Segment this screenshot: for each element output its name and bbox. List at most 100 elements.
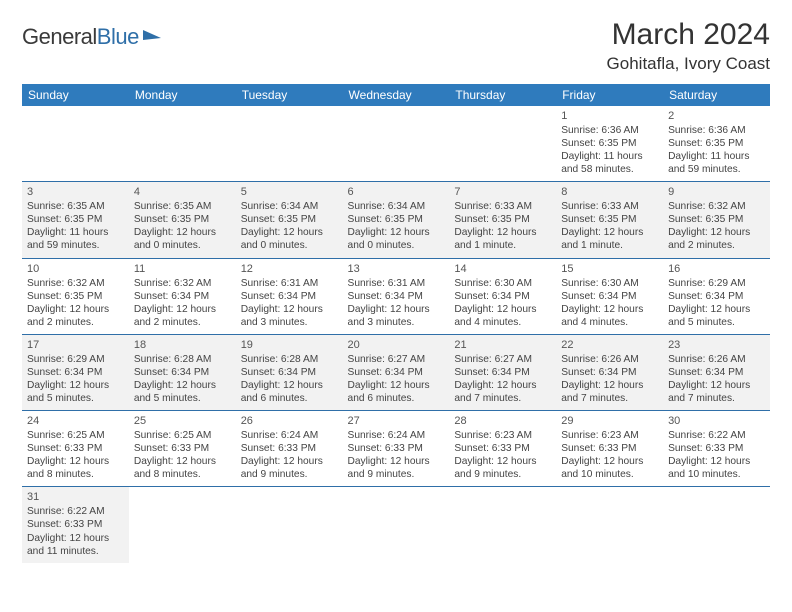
logo: GeneralBlue: [22, 18, 161, 50]
sunrise-line: Sunrise: 6:22 AM: [668, 429, 765, 442]
calendar-cell: 21Sunrise: 6:27 AMSunset: 6:34 PMDayligh…: [449, 334, 556, 410]
daylight-line: Daylight: 11 hours and 59 minutes.: [668, 150, 765, 176]
calendar-cell: [449, 487, 556, 563]
sunrise-line: Sunrise: 6:32 AM: [27, 277, 124, 290]
calendar-cell: 3Sunrise: 6:35 AMSunset: 6:35 PMDaylight…: [22, 182, 129, 258]
daylight-line: Daylight: 12 hours and 0 minutes.: [348, 226, 445, 252]
location: Gohitafla, Ivory Coast: [607, 54, 770, 74]
sunrise-line: Sunrise: 6:32 AM: [134, 277, 231, 290]
sunrise-line: Sunrise: 6:28 AM: [241, 353, 338, 366]
logo-part2: Blue: [97, 24, 139, 49]
sunset-line: Sunset: 6:35 PM: [134, 213, 231, 226]
calendar-cell: 2Sunrise: 6:36 AMSunset: 6:35 PMDaylight…: [663, 106, 770, 182]
day-header: Tuesday: [236, 84, 343, 106]
calendar-cell: 26Sunrise: 6:24 AMSunset: 6:33 PMDayligh…: [236, 411, 343, 487]
day-header: Wednesday: [343, 84, 450, 106]
calendar-cell: 23Sunrise: 6:26 AMSunset: 6:34 PMDayligh…: [663, 334, 770, 410]
sunset-line: Sunset: 6:35 PM: [27, 290, 124, 303]
sunset-line: Sunset: 6:33 PM: [27, 442, 124, 455]
calendar-cell: [129, 106, 236, 182]
sunset-line: Sunset: 6:33 PM: [561, 442, 658, 455]
calendar-week: 24Sunrise: 6:25 AMSunset: 6:33 PMDayligh…: [22, 411, 770, 487]
daylight-line: Daylight: 12 hours and 5 minutes.: [27, 379, 124, 405]
calendar-cell: [449, 106, 556, 182]
sunrise-line: Sunrise: 6:28 AM: [134, 353, 231, 366]
calendar-cell: 30Sunrise: 6:22 AMSunset: 6:33 PMDayligh…: [663, 411, 770, 487]
sunset-line: Sunset: 6:35 PM: [27, 213, 124, 226]
daylight-line: Daylight: 12 hours and 0 minutes.: [134, 226, 231, 252]
sunrise-line: Sunrise: 6:35 AM: [134, 200, 231, 213]
sunrise-line: Sunrise: 6:26 AM: [668, 353, 765, 366]
daylight-line: Daylight: 11 hours and 58 minutes.: [561, 150, 658, 176]
sunrise-line: Sunrise: 6:26 AM: [561, 353, 658, 366]
sunrise-line: Sunrise: 6:25 AM: [27, 429, 124, 442]
day-number: 31: [27, 490, 124, 504]
sunset-line: Sunset: 6:35 PM: [348, 213, 445, 226]
calendar-cell: 13Sunrise: 6:31 AMSunset: 6:34 PMDayligh…: [343, 258, 450, 334]
day-number: 23: [668, 338, 765, 352]
calendar-cell: 19Sunrise: 6:28 AMSunset: 6:34 PMDayligh…: [236, 334, 343, 410]
day-number: 6: [348, 185, 445, 199]
day-number: 26: [241, 414, 338, 428]
day-number: 3: [27, 185, 124, 199]
sunset-line: Sunset: 6:34 PM: [348, 290, 445, 303]
calendar-body: 1Sunrise: 6:36 AMSunset: 6:35 PMDaylight…: [22, 106, 770, 563]
calendar-week: 31Sunrise: 6:22 AMSunset: 6:33 PMDayligh…: [22, 487, 770, 563]
daylight-line: Daylight: 12 hours and 9 minutes.: [454, 455, 551, 481]
day-number: 18: [134, 338, 231, 352]
daylight-line: Daylight: 12 hours and 4 minutes.: [454, 303, 551, 329]
sunrise-line: Sunrise: 6:35 AM: [27, 200, 124, 213]
day-number: 12: [241, 262, 338, 276]
sunset-line: Sunset: 6:33 PM: [348, 442, 445, 455]
sunrise-line: Sunrise: 6:23 AM: [561, 429, 658, 442]
calendar-cell: 4Sunrise: 6:35 AMSunset: 6:35 PMDaylight…: [129, 182, 236, 258]
calendar-cell: [236, 487, 343, 563]
sunset-line: Sunset: 6:35 PM: [241, 213, 338, 226]
sunset-line: Sunset: 6:34 PM: [348, 366, 445, 379]
day-number: 20: [348, 338, 445, 352]
sunset-line: Sunset: 6:34 PM: [27, 366, 124, 379]
sunrise-line: Sunrise: 6:36 AM: [668, 124, 765, 137]
day-number: 27: [348, 414, 445, 428]
days-of-week-row: SundayMondayTuesdayWednesdayThursdayFrid…: [22, 84, 770, 106]
header: GeneralBlue March 2024 Gohitafla, Ivory …: [22, 18, 770, 74]
sunrise-line: Sunrise: 6:33 AM: [454, 200, 551, 213]
calendar-cell: 18Sunrise: 6:28 AMSunset: 6:34 PMDayligh…: [129, 334, 236, 410]
sunrise-line: Sunrise: 6:25 AM: [134, 429, 231, 442]
daylight-line: Daylight: 12 hours and 7 minutes.: [561, 379, 658, 405]
sunrise-line: Sunrise: 6:22 AM: [27, 505, 124, 518]
day-header: Saturday: [663, 84, 770, 106]
logo-part1: General: [22, 24, 97, 49]
calendar-cell: [343, 487, 450, 563]
daylight-line: Daylight: 12 hours and 2 minutes.: [668, 226, 765, 252]
sunset-line: Sunset: 6:33 PM: [134, 442, 231, 455]
day-number: 14: [454, 262, 551, 276]
day-number: 11: [134, 262, 231, 276]
daylight-line: Daylight: 12 hours and 10 minutes.: [561, 455, 658, 481]
calendar-cell: 12Sunrise: 6:31 AMSunset: 6:34 PMDayligh…: [236, 258, 343, 334]
daylight-line: Daylight: 12 hours and 7 minutes.: [668, 379, 765, 405]
day-header: Thursday: [449, 84, 556, 106]
sunrise-line: Sunrise: 6:24 AM: [241, 429, 338, 442]
sunset-line: Sunset: 6:35 PM: [454, 213, 551, 226]
calendar-cell: 9Sunrise: 6:32 AMSunset: 6:35 PMDaylight…: [663, 182, 770, 258]
daylight-line: Daylight: 12 hours and 7 minutes.: [454, 379, 551, 405]
daylight-line: Daylight: 12 hours and 8 minutes.: [134, 455, 231, 481]
daylight-line: Daylight: 12 hours and 9 minutes.: [241, 455, 338, 481]
calendar-cell: 24Sunrise: 6:25 AMSunset: 6:33 PMDayligh…: [22, 411, 129, 487]
day-number: 19: [241, 338, 338, 352]
day-number: 1: [561, 109, 658, 123]
calendar-cell: [22, 106, 129, 182]
calendar-cell: 16Sunrise: 6:29 AMSunset: 6:34 PMDayligh…: [663, 258, 770, 334]
calendar-week: 17Sunrise: 6:29 AMSunset: 6:34 PMDayligh…: [22, 334, 770, 410]
daylight-line: Daylight: 11 hours and 59 minutes.: [27, 226, 124, 252]
daylight-line: Daylight: 12 hours and 6 minutes.: [348, 379, 445, 405]
sunset-line: Sunset: 6:35 PM: [561, 137, 658, 150]
sunset-line: Sunset: 6:33 PM: [241, 442, 338, 455]
calendar-cell: 5Sunrise: 6:34 AMSunset: 6:35 PMDaylight…: [236, 182, 343, 258]
sunrise-line: Sunrise: 6:27 AM: [454, 353, 551, 366]
sunrise-line: Sunrise: 6:24 AM: [348, 429, 445, 442]
daylight-line: Daylight: 12 hours and 3 minutes.: [348, 303, 445, 329]
calendar-cell: 31Sunrise: 6:22 AMSunset: 6:33 PMDayligh…: [22, 487, 129, 563]
daylight-line: Daylight: 12 hours and 1 minute.: [561, 226, 658, 252]
